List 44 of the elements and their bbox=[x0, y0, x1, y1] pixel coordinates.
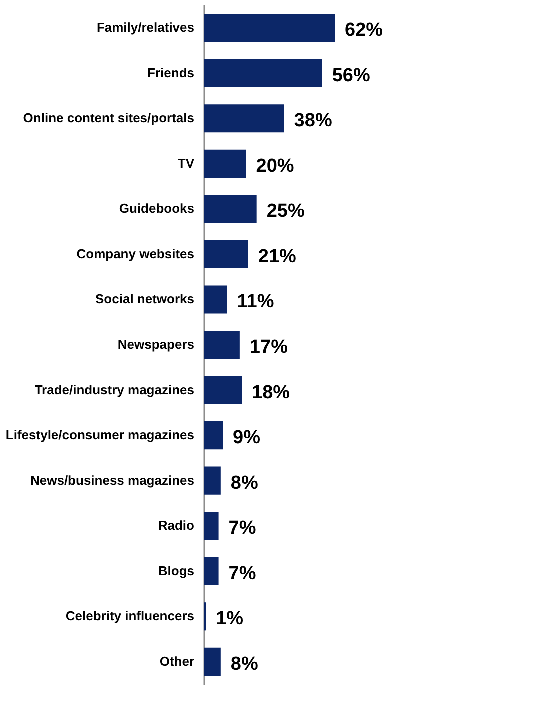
data-label: 20% bbox=[256, 156, 294, 177]
bar bbox=[204, 286, 228, 314]
bar bbox=[204, 59, 322, 88]
y-tick-label: Blogs bbox=[158, 563, 194, 578]
data-label: 9% bbox=[233, 428, 261, 449]
y-tick-label: Company websites bbox=[76, 246, 194, 262]
data-label: 38% bbox=[294, 110, 332, 132]
y-tick-label: TV bbox=[178, 156, 195, 171]
bar bbox=[204, 557, 219, 586]
data-label: 25% bbox=[266, 201, 305, 222]
data-label: 7% bbox=[228, 518, 256, 540]
y-tick-label: Other bbox=[160, 654, 194, 669]
bar bbox=[204, 240, 248, 268]
data-label: 11% bbox=[237, 292, 274, 313]
bar bbox=[204, 14, 336, 42]
bar bbox=[204, 512, 219, 540]
bar bbox=[204, 104, 284, 133]
y-tick-label: Friends bbox=[148, 65, 194, 80]
bar bbox=[204, 195, 257, 224]
data-label: 21% bbox=[258, 246, 297, 268]
y-tick-label: Social networks bbox=[96, 292, 194, 307]
data-label: 7% bbox=[228, 563, 256, 584]
y-tick-label: Newspapers bbox=[118, 337, 194, 352]
data-label: 1% bbox=[216, 608, 244, 630]
y-tick-label: Family/relatives bbox=[96, 20, 194, 36]
y-tick-label: Radio bbox=[158, 518, 195, 534]
data-label: 8% bbox=[230, 472, 258, 494]
y-tick-label: Online content sites/portals bbox=[23, 110, 194, 126]
y-tick-label: Celebrity influencers bbox=[66, 608, 194, 624]
y-tick-label: News/business magazines bbox=[30, 472, 194, 488]
bar bbox=[204, 466, 221, 495]
bar bbox=[204, 648, 221, 676]
data-label: 18% bbox=[252, 382, 290, 404]
bar bbox=[204, 422, 224, 450]
bar bbox=[204, 376, 242, 404]
data-label: 62% bbox=[345, 20, 384, 42]
data-label: 17% bbox=[250, 337, 288, 358]
y-tick-label: Trade/industry magazines bbox=[34, 382, 194, 398]
bar bbox=[204, 150, 246, 178]
bar bbox=[204, 330, 240, 360]
data-label: 56% bbox=[332, 65, 370, 86]
y-tick-label: Lifestyle/consumer magazines bbox=[6, 428, 194, 443]
y-tick-label: Guidebooks bbox=[119, 201, 194, 216]
data-label: 8% bbox=[230, 654, 258, 675]
